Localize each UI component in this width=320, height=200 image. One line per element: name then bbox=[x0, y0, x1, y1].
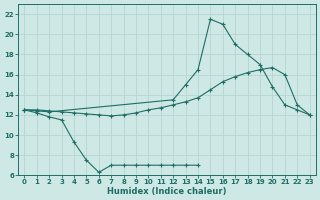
X-axis label: Humidex (Indice chaleur): Humidex (Indice chaleur) bbox=[107, 187, 227, 196]
